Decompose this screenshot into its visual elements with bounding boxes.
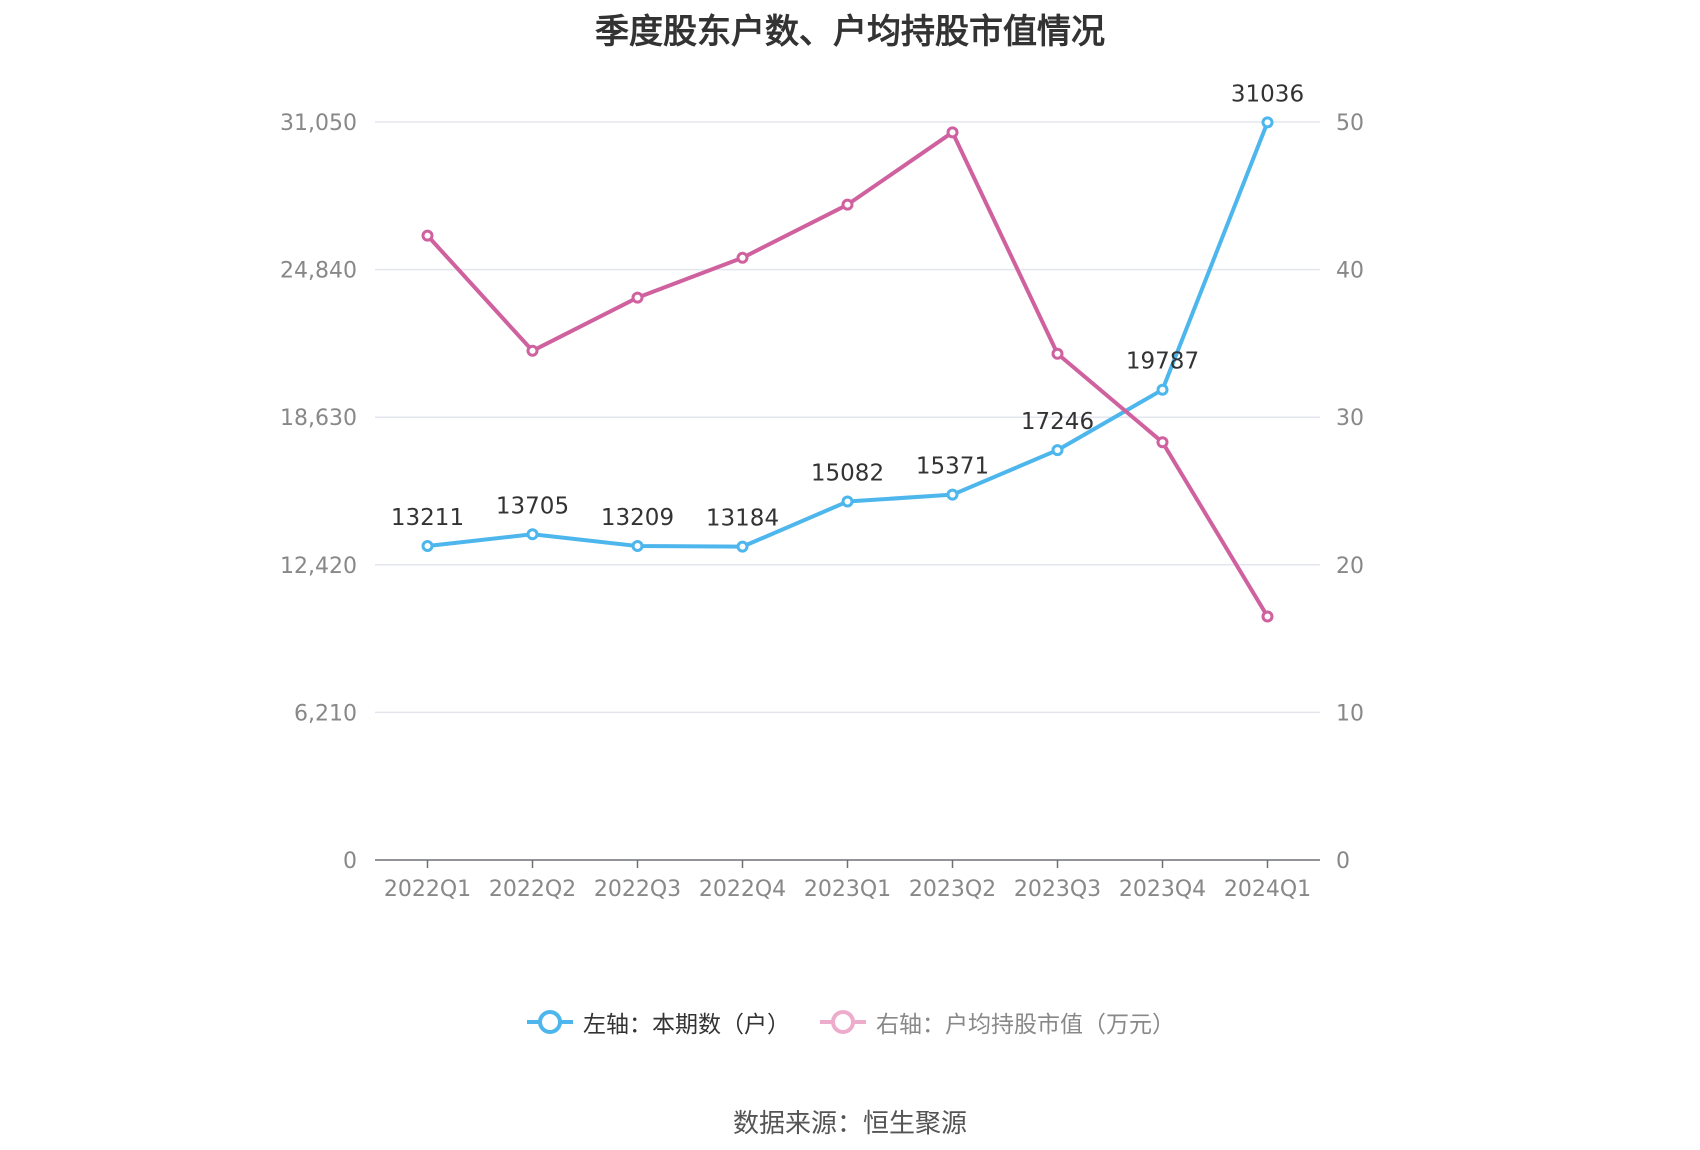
legend-item-households[interactable]: 左轴：本期数（户） [525,1005,790,1039]
x-tick-label: 2023Q2 [909,877,996,902]
x-tick-label: 2022Q4 [699,877,786,902]
legend-line-marker-icon [820,1010,866,1034]
y-right-tick-label: 50 [1336,111,1364,136]
y-left-tick-label: 12,420 [280,554,357,579]
y-left-tick-label: 0 [343,849,357,874]
data-point-avg-value [1261,610,1274,623]
data-point-households [1261,116,1274,129]
data-point-households [841,495,854,508]
source-note: 数据来源：恒生聚源 [732,1109,967,1139]
y-left-tick-label: 6,210 [294,701,357,726]
legend-label-households: 左轴：本期数（户） [583,1012,790,1038]
data-point-avg-value [631,291,644,304]
data-label: 13209 [601,505,674,531]
x-tick-label: 2022Q1 [384,877,471,902]
data-point-avg-value [736,251,749,264]
x-tick-label: 2022Q2 [489,877,576,902]
y-left-tick-label: 24,840 [280,259,357,284]
x-tick-label: 2022Q3 [594,877,681,902]
y-right-tick-label: 10 [1336,701,1364,726]
data-point-avg-value [421,229,434,242]
data-label: 17246 [1021,409,1094,435]
legend: 左轴：本期数（户） 右轴：户均持股市值（万元） [0,1005,1700,1039]
x-tick-label: 2024Q1 [1224,877,1311,902]
legend-label-avg-value: 右轴：户均持股市值（万元） [876,1012,1175,1038]
data-point-households [1156,383,1169,396]
data-point-households [946,488,959,501]
data-label: 13184 [706,506,779,532]
data-label: 13705 [496,493,569,519]
x-tick-label: 2023Q4 [1119,877,1206,902]
data-label: 31036 [1231,81,1304,107]
data-label: 13211 [391,505,464,531]
data-point-households [1051,444,1064,457]
y-right-tick-label: 20 [1336,554,1364,579]
data-point-households [736,540,749,553]
data-point-avg-value [946,126,959,139]
data-label: 15371 [916,454,989,480]
y-right-tick-label: 40 [1336,259,1364,284]
data-point-households [421,539,434,552]
data-point-avg-value [841,198,854,211]
y-left-tick-label: 18,630 [280,406,357,431]
y-left-tick-label: 31,050 [280,111,357,136]
data-point-households [526,528,539,541]
legend-item-avg-value[interactable]: 右轴：户均持股市值（万元） [818,1005,1175,1039]
data-label: 19787 [1126,349,1199,375]
data-point-avg-value [1156,436,1169,449]
y-right-tick-label: 0 [1336,849,1350,874]
data-point-avg-value [1051,347,1064,360]
data-point-avg-value [526,344,539,357]
x-tick-label: 2023Q3 [1014,877,1101,902]
data-label: 15082 [811,461,884,487]
y-right-tick-label: 30 [1336,406,1364,431]
chart-title: 季度股东户数、户均持股市值情况 [595,12,1105,52]
legend-line-marker-icon [527,1010,573,1034]
data-point-households [631,540,644,553]
x-tick-label: 2023Q1 [804,877,891,902]
